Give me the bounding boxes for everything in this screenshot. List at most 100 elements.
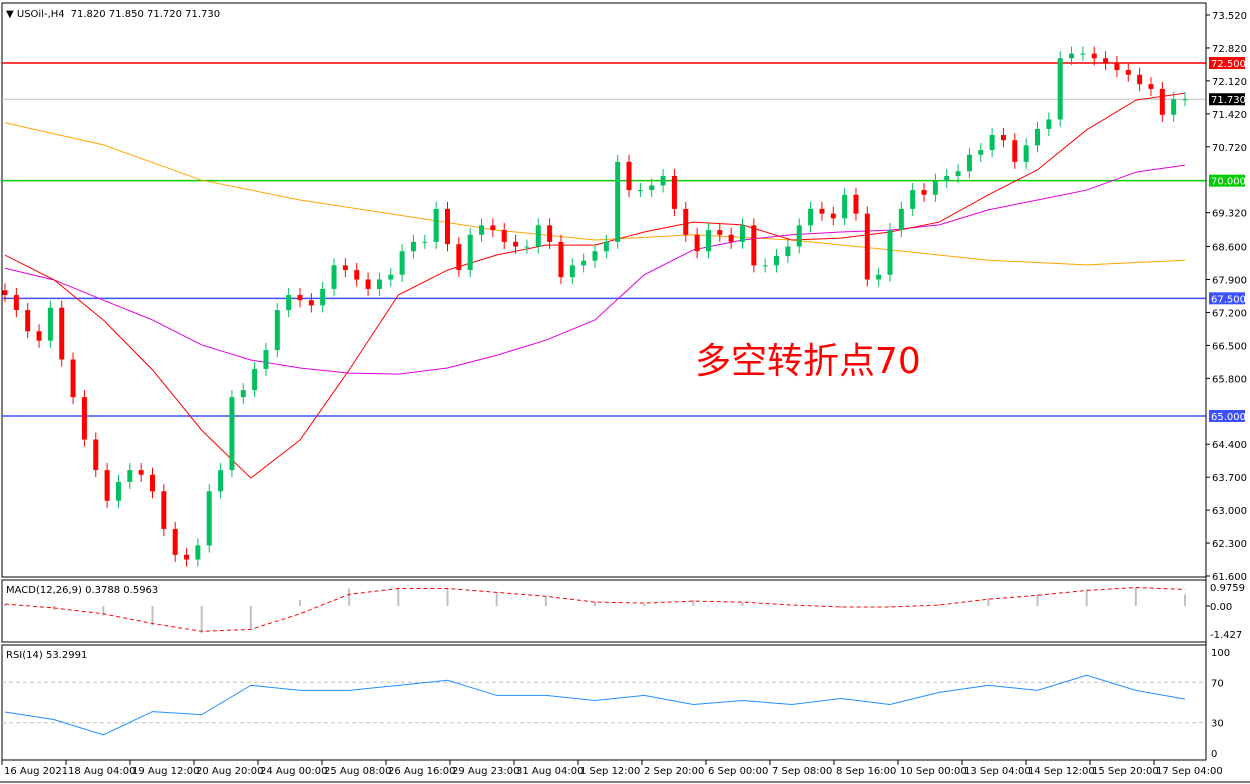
price-axis[interactable]: 73.520 72.820 72.120 71.420 70.720 69.320 68.6…	[1205, 3, 1247, 760]
candle-body	[637, 190, 643, 192]
y-tick-label: 72.820	[1212, 44, 1247, 55]
candle-body	[172, 528, 178, 555]
candle-body	[751, 225, 757, 266]
candle-body	[308, 300, 314, 306]
candle-body	[796, 225, 802, 247]
candle-body	[1035, 128, 1040, 146]
candle-body	[1103, 58, 1109, 64]
x-tick-label: 15 Sep 20:00	[1092, 766, 1159, 777]
x-tick-label: 26 Aug 16:00	[388, 766, 455, 777]
candle-body	[229, 397, 235, 471]
candle-body	[490, 225, 496, 231]
candle-body	[263, 350, 269, 369]
level-price-label: 65.000	[1211, 412, 1246, 423]
candle-body	[286, 295, 292, 311]
macd-tick-label: -1.427	[1210, 630, 1242, 641]
candle-body	[513, 241, 519, 247]
candle-body	[93, 439, 99, 471]
candle-body	[558, 241, 564, 278]
candle-body	[1114, 63, 1120, 71]
candle-body	[36, 331, 42, 341]
x-tick-label: 25 Aug 08:00	[324, 766, 391, 777]
candle-body	[1091, 53, 1097, 59]
candle-body	[887, 230, 893, 275]
candle-body	[728, 234, 734, 242]
candle-body	[694, 234, 700, 252]
level-price-label: 72.500	[1211, 59, 1246, 70]
y-tick-label: 67.200	[1212, 308, 1247, 319]
macd-title: MACD(12,26,9) 0.3788 0.5963	[6, 585, 158, 596]
level-price-label: 67.500	[1211, 294, 1246, 305]
candle-body	[81, 397, 87, 440]
y-tick-label: 68.600	[1212, 243, 1247, 254]
candle-body	[365, 279, 371, 289]
candle-body	[864, 213, 870, 280]
candle-body	[399, 251, 405, 275]
y-tick-label: 69.320	[1212, 209, 1247, 220]
ma-mid-line	[4, 164, 1186, 375]
candle-body	[422, 241, 428, 243]
level-price-tag	[1209, 57, 1245, 70]
rsi-tick-label: 30	[1211, 719, 1224, 730]
candle-body	[70, 359, 76, 398]
x-tick-label: 1 Sep 12:00	[580, 766, 640, 777]
x-tick-label: 24 Aug 00:00	[260, 766, 327, 777]
rsi-panel[interactable]: RSI(14) 53.2991 100 70 30 0	[1, 644, 1230, 761]
candle-body	[989, 135, 995, 151]
candle-body	[819, 208, 825, 214]
candle-body	[660, 175, 666, 186]
candle-body	[1023, 145, 1029, 162]
candle-body	[671, 175, 677, 209]
candle-body	[218, 470, 224, 492]
candle-body	[195, 545, 201, 560]
candle-body	[898, 208, 904, 231]
macd-panel[interactable]: MACD(12,26,9) 0.3788 0.5963 0.9759 0.00 -1…	[1, 579, 1245, 643]
candle-body	[388, 274, 394, 280]
candle-body	[161, 491, 167, 529]
candle-body	[581, 260, 587, 266]
candle-body	[115, 481, 121, 501]
x-tick-label: 10 Sep 00:00	[900, 766, 967, 777]
x-tick-label: 20 Aug 20:00	[196, 766, 263, 777]
symbol-label: USOil-,H4	[17, 9, 65, 20]
candle-body	[808, 208, 814, 226]
candle-body	[104, 470, 110, 501]
rsi-panel-frame	[1, 644, 1207, 761]
candle-body	[1069, 53, 1075, 59]
price-panel[interactable]: ▼ USOil-,H4 71.820 71.850 71.720 71.730 多…	[1, 2, 1207, 578]
candle-body	[59, 307, 65, 360]
x-tick-label: 6 Sep 00:00	[708, 766, 768, 777]
level-price-label: 70.000	[1211, 177, 1246, 188]
candle-body	[138, 470, 144, 475]
candle-body	[410, 241, 416, 252]
candle-body	[785, 246, 791, 256]
x-tick-label: 19 Aug 12:00	[132, 766, 199, 777]
candle-body	[603, 241, 609, 252]
x-tick-label: 17 Sep 04:00	[1156, 766, 1223, 777]
y-tick-label: 63.700	[1212, 473, 1247, 484]
y-tick-label: 61.600	[1212, 572, 1247, 583]
candle-body	[47, 307, 53, 341]
candle-body	[910, 190, 916, 209]
candle-body	[1080, 53, 1086, 55]
x-tick-label: 7 Sep 08:00	[772, 766, 832, 777]
annotation-text: 多空转折点70	[695, 341, 921, 382]
candle-body	[206, 491, 212, 546]
candle-body	[966, 154, 972, 172]
candle-body	[830, 213, 836, 219]
y-tick-label: 63.000	[1212, 506, 1247, 517]
price-panel-frame	[1, 2, 1207, 578]
candle-body	[456, 244, 462, 271]
candle-body	[944, 175, 950, 181]
candle-body	[853, 194, 859, 214]
candle-body	[1125, 70, 1131, 75]
candle-body	[842, 194, 848, 219]
y-tick-label: 62.300	[1212, 539, 1247, 550]
candle-body	[955, 171, 961, 176]
collapse-triangle-icon[interactable]: ▼	[6, 9, 17, 20]
x-tick-label: 16 Aug 2021	[4, 766, 68, 777]
ohlc-label: 71.820 71.850 71.720 71.730	[71, 9, 221, 20]
candle-body	[1137, 74, 1143, 85]
